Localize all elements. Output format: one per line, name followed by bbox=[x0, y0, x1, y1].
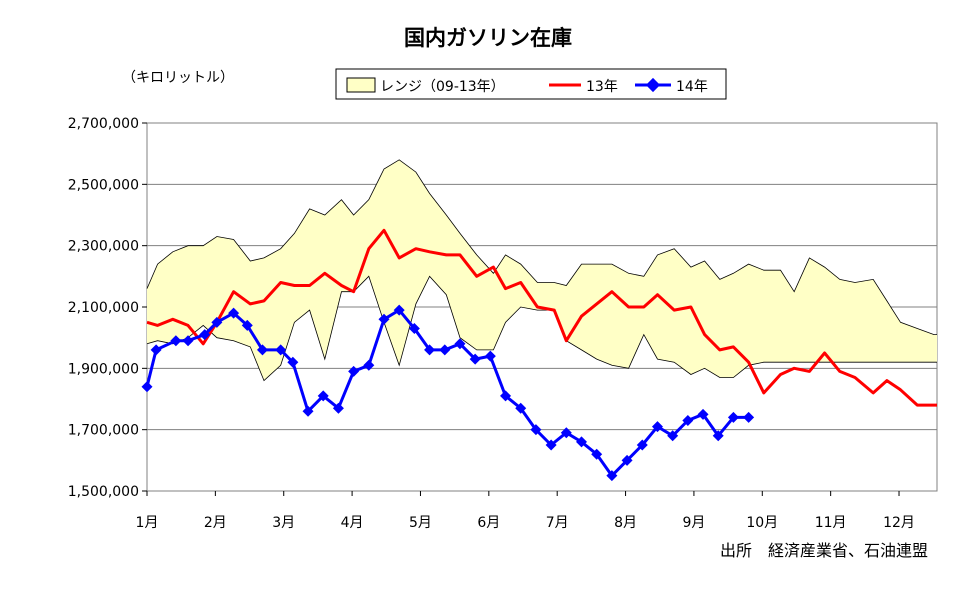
y-axis: 1,500,000 1,700,000 1,900,000 2,100,000 2,30… bbox=[68, 116, 937, 500]
series-14-marker bbox=[606, 470, 618, 482]
y-tick-label: 2,300,000 bbox=[68, 239, 139, 255]
x-tick-label: 1月 bbox=[136, 515, 159, 531]
series-14-marker bbox=[712, 430, 724, 442]
x-tick-label: 10月 bbox=[746, 515, 778, 531]
y-tick-label: 2,100,000 bbox=[68, 300, 139, 316]
y-tick-label: 1,700,000 bbox=[68, 423, 139, 439]
unit-label: （キロリットル） bbox=[122, 70, 234, 86]
range-band-layer bbox=[146, 159, 937, 382]
x-tick-label: 2月 bbox=[204, 515, 227, 531]
series-14-marker bbox=[199, 329, 211, 341]
series-14-marker bbox=[363, 359, 375, 371]
series-14-marker bbox=[256, 344, 268, 356]
legend: レンジ（09-13年） 13年 14年 bbox=[335, 68, 727, 100]
y-tick-label: 2,700,000 bbox=[68, 116, 139, 132]
range-band-lower-edge bbox=[146, 275, 937, 382]
series-14-marker bbox=[182, 335, 194, 347]
series-14-marker bbox=[302, 405, 314, 417]
series-14-marker bbox=[393, 304, 405, 316]
series-14-marker bbox=[408, 322, 420, 334]
legend-label-14: 14年 bbox=[676, 79, 708, 95]
x-tick-label: 4月 bbox=[341, 515, 364, 531]
series-14-marker bbox=[332, 402, 344, 414]
series-14-marker bbox=[378, 313, 390, 325]
legend-label-range: レンジ（09-13年） bbox=[380, 79, 505, 95]
series-14-marker bbox=[170, 335, 182, 347]
series-14-marker bbox=[348, 365, 360, 377]
series-14-marker bbox=[530, 424, 542, 436]
y-tick-label: 1,500,000 bbox=[68, 484, 139, 500]
series-14-marker bbox=[591, 448, 603, 460]
series-14-marker bbox=[743, 411, 755, 423]
series-14-marker bbox=[439, 344, 451, 356]
y-tick-label: 1,900,000 bbox=[68, 361, 139, 377]
series-13-line bbox=[146, 228, 937, 407]
legend-swatch-14-marker bbox=[645, 77, 661, 93]
series-14-marker bbox=[228, 307, 240, 319]
series-14-marker bbox=[141, 381, 153, 393]
range-band-upper-edge bbox=[146, 159, 937, 336]
legend-swatch-range bbox=[346, 77, 376, 93]
x-axis: 1月 2月 3月 4月 5月 6月 7月 8月 9月 10月 11月 12月 bbox=[136, 491, 915, 531]
series-14-marker bbox=[636, 439, 648, 451]
series-14-marker bbox=[576, 436, 587, 448]
series-14-marker bbox=[651, 421, 663, 433]
x-tick-label: 7月 bbox=[546, 515, 569, 531]
series-14-marker bbox=[317, 390, 329, 402]
x-tick-label: 8月 bbox=[614, 515, 637, 531]
series-14-marker bbox=[697, 408, 709, 420]
range-band-fill bbox=[147, 159, 937, 381]
legend-label-13: 13年 bbox=[586, 79, 618, 95]
series-14-marker bbox=[275, 344, 287, 356]
series-14-marker bbox=[682, 414, 694, 426]
series-14-marker bbox=[241, 319, 253, 331]
series-14-marker bbox=[621, 454, 633, 466]
series-14-marker bbox=[469, 353, 481, 365]
series-14-marker bbox=[287, 356, 299, 368]
series-13-layer bbox=[146, 228, 937, 407]
series-14-marker bbox=[515, 402, 527, 414]
series-14-marker bbox=[560, 427, 572, 439]
series-14-marker bbox=[727, 411, 739, 423]
series-14-layer bbox=[141, 304, 755, 482]
x-tick-label: 9月 bbox=[682, 515, 705, 531]
series-14-marker bbox=[500, 390, 512, 402]
x-tick-label: 6月 bbox=[477, 515, 500, 531]
series-14-marker bbox=[484, 350, 496, 362]
series-14-marker bbox=[545, 439, 557, 451]
series-14-marker bbox=[454, 338, 466, 350]
x-tick-label: 5月 bbox=[409, 515, 432, 531]
x-tick-label: 12月 bbox=[883, 515, 915, 531]
series-14-marker bbox=[150, 344, 162, 356]
series-14-marker bbox=[211, 316, 223, 328]
series-14-marker bbox=[667, 430, 679, 442]
source-note: 出所 経済産業省、石油連盟 bbox=[720, 541, 928, 560]
series-14-marker bbox=[424, 344, 436, 356]
y-tick-label: 2,500,000 bbox=[68, 177, 139, 193]
x-tick-label: 11月 bbox=[815, 515, 847, 531]
x-tick-label: 3月 bbox=[272, 515, 295, 531]
chart-title: 国内ガソリン在庫 bbox=[404, 26, 572, 50]
